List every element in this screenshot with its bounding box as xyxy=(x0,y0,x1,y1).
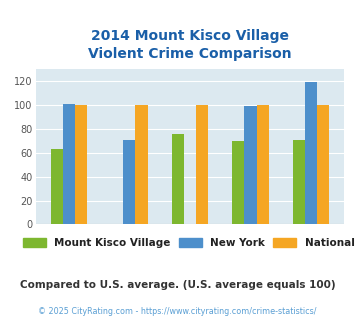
Bar xyxy=(63,104,75,224)
Bar xyxy=(317,105,329,224)
Bar xyxy=(123,140,135,224)
Bar xyxy=(51,149,63,224)
Bar xyxy=(245,106,257,224)
Title: 2014 Mount Kisco Village
Violent Crime Comparison: 2014 Mount Kisco Village Violent Crime C… xyxy=(88,29,292,61)
Bar xyxy=(305,82,317,224)
Text: Compared to U.S. average. (U.S. average equals 100): Compared to U.S. average. (U.S. average … xyxy=(20,280,335,290)
Bar xyxy=(196,105,208,224)
Bar xyxy=(75,105,87,224)
Bar xyxy=(257,105,269,224)
Bar xyxy=(135,105,148,224)
Bar xyxy=(293,140,305,224)
Text: © 2025 CityRating.com - https://www.cityrating.com/crime-statistics/: © 2025 CityRating.com - https://www.city… xyxy=(38,307,317,316)
Bar xyxy=(232,141,245,224)
Legend: Mount Kisco Village, New York, National: Mount Kisco Village, New York, National xyxy=(23,238,355,248)
Bar xyxy=(172,134,184,224)
